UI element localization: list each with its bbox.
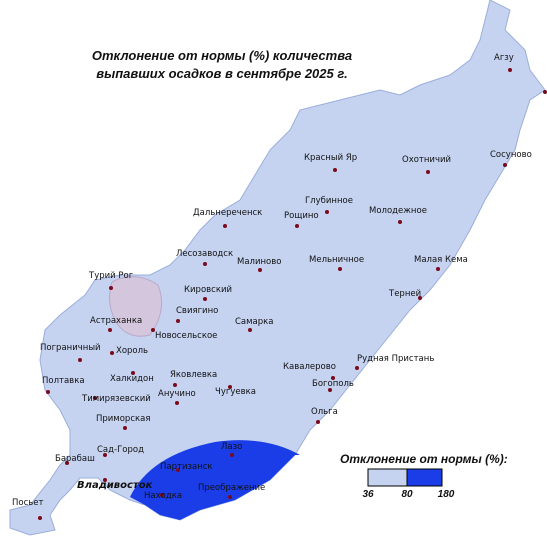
station-label: Турий Рог — [88, 271, 134, 281]
legend-tick: 180 — [438, 489, 455, 500]
station-dot — [331, 376, 335, 380]
station-label: Малиново — [237, 257, 281, 267]
station-label: Кавалерово — [283, 362, 336, 372]
station-dot — [248, 328, 252, 332]
station-label: Пограничный — [40, 343, 101, 353]
station-label: Красный Яр — [304, 153, 357, 163]
station-label: Хороль — [116, 346, 148, 356]
station-label: Лесозаводск — [176, 249, 233, 259]
station-dot — [173, 383, 177, 387]
station-label: Анучино — [158, 389, 196, 399]
legend-title: Отклонение от нормы (%): — [340, 452, 508, 466]
station-label: Находка — [144, 491, 182, 501]
station-label: Мельничное — [309, 255, 364, 265]
station-label: Барабаш — [55, 454, 95, 464]
station-label: Полтавка — [42, 376, 85, 386]
station-label: Новосельское — [155, 331, 217, 341]
station-dot — [103, 453, 107, 457]
station-dot — [328, 388, 332, 392]
station-dot — [223, 224, 227, 228]
station-label: Тимирязевский — [81, 394, 151, 404]
station-dot — [426, 170, 430, 174]
station-dot — [203, 262, 207, 266]
station-label: Приморская — [96, 414, 150, 424]
station-dot — [228, 385, 232, 389]
station-label: Сад-Город — [97, 445, 144, 455]
station-dot — [418, 296, 422, 300]
station-dot — [203, 297, 207, 301]
station-dot — [316, 420, 320, 424]
station-label: Астраханка — [90, 316, 142, 326]
station-dot — [78, 358, 82, 362]
station-dot — [160, 493, 164, 497]
station-dot — [333, 168, 337, 172]
station-dot — [436, 267, 440, 271]
station-label: Преображение — [198, 483, 265, 493]
lake-khanka — [109, 276, 163, 337]
station-label: Глубинное — [305, 196, 353, 206]
station-dot — [325, 210, 329, 214]
station-dot — [93, 396, 97, 400]
station-dot — [503, 163, 507, 167]
station-dot — [338, 267, 342, 271]
station-label: Агзу — [494, 53, 514, 63]
station-label: Охотничий — [402, 155, 451, 165]
station-dot — [110, 351, 114, 355]
station-label: Богополь — [312, 379, 354, 389]
station-label: Терней — [388, 289, 421, 299]
station-dot — [295, 224, 299, 228]
station-dot — [131, 371, 135, 375]
title: Отклонение от нормы (%) количества — [92, 48, 352, 63]
station-dot — [109, 286, 113, 290]
station-label: Чугуевка — [215, 387, 256, 397]
region — [9, 0, 546, 536]
station-label: Посьет — [12, 498, 44, 508]
station-dot — [398, 220, 402, 224]
station-dot — [65, 461, 69, 465]
station-dot — [508, 68, 512, 72]
station-dot — [123, 426, 127, 430]
station-label: Сосуново — [490, 150, 532, 160]
station-label: Халкидон — [110, 374, 154, 384]
station-dot — [355, 366, 359, 370]
station-dot — [151, 328, 155, 332]
station-dot — [175, 401, 179, 405]
station-dot — [108, 328, 112, 332]
station-dot — [38, 516, 42, 520]
legend-tick: 80 — [401, 489, 413, 500]
station-label: Рудная Пристань — [357, 354, 434, 364]
station-label: Свиягино — [176, 306, 218, 316]
station-label: Ольга — [311, 407, 338, 417]
station-label: Малая Кема — [414, 255, 468, 265]
high-zone — [130, 440, 300, 520]
legend-tick: 36 — [362, 489, 374, 500]
legend-swatch — [406, 468, 443, 487]
station-dot — [228, 495, 232, 499]
station-dot — [176, 468, 180, 472]
station-dot — [176, 319, 180, 323]
station-dot — [258, 268, 262, 272]
station-label: Лазо — [221, 442, 242, 452]
station-label: Рощино — [284, 211, 319, 221]
title: выпавших осадков в сентябре 2025 г. — [96, 66, 347, 81]
station-label: Кировский — [184, 285, 232, 295]
station-dot — [230, 453, 234, 457]
station-label: Партизанск — [160, 462, 213, 472]
station-label: Молодежное — [369, 206, 427, 216]
station-label: Владивосток — [77, 480, 153, 491]
station-dot — [46, 390, 50, 394]
station-label: Дальнереченск — [193, 208, 262, 218]
station-dot — [543, 90, 547, 94]
legend-swatch — [367, 468, 408, 487]
station-label: Самарка — [235, 317, 274, 327]
station-label: Яковлевка — [170, 370, 217, 380]
station-dot — [103, 478, 107, 482]
